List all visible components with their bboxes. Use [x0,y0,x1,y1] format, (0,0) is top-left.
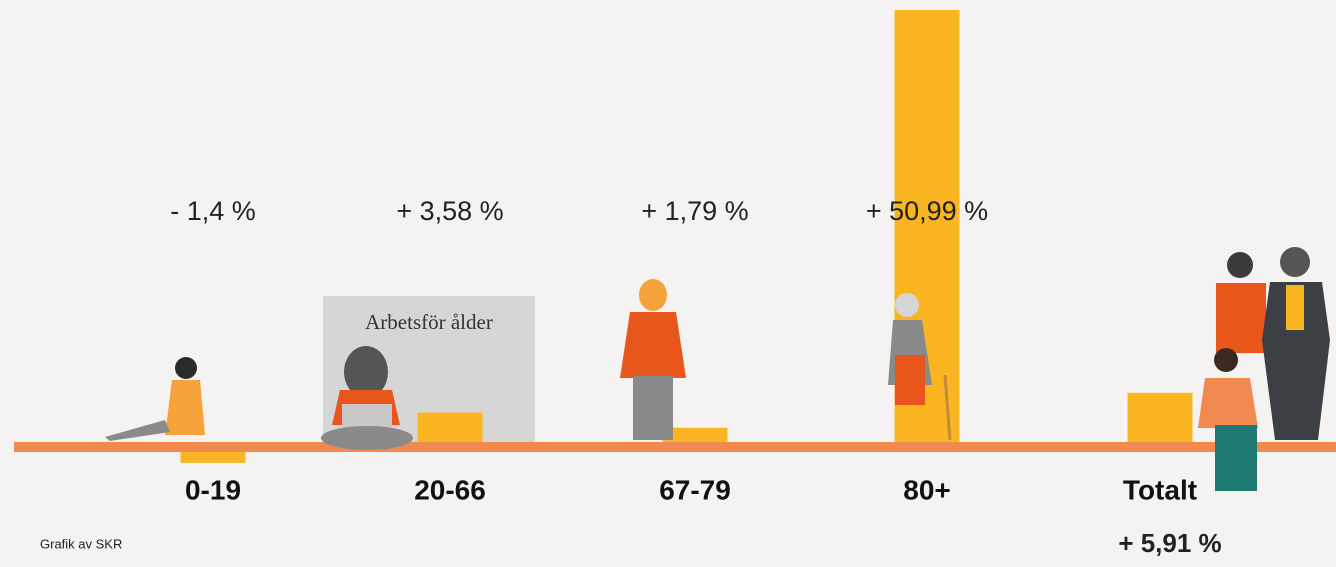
figure [344,346,388,398]
bar [180,451,246,463]
credit: Grafik av SKR [40,536,122,551]
figure [165,380,205,435]
baseline [14,442,1336,452]
bar [662,427,728,443]
figure [1215,425,1257,491]
value-label: + 3,58 % [396,196,503,226]
figure [1262,282,1330,440]
figure [105,420,170,441]
illustrations [105,247,1330,491]
bar [1127,392,1193,443]
figure [1280,247,1310,277]
figure [1198,378,1258,428]
x-tick-label: 0-19 [185,474,241,505]
figure [1227,252,1253,278]
x-tick-label: 67-79 [659,474,731,505]
figure [1216,283,1266,353]
figure [943,374,952,441]
value-label: + 50,99 % [866,196,988,226]
figure [633,376,673,440]
figure [1286,285,1304,330]
value-label: - 1,4 % [170,196,256,226]
bar [417,412,483,443]
x-tick-label: 80+ [903,474,951,505]
value-label: + 5,91 % [1118,528,1221,558]
value-label: + 1,79 % [641,196,748,226]
figure [620,312,686,378]
x-tick-label: Totalt [1123,474,1197,505]
figure [1214,348,1238,372]
figure [175,357,197,379]
annotation: Arbetsför ålder [365,310,493,334]
figure [639,279,667,311]
figure [321,426,413,450]
figure [895,293,919,317]
x-tick-label: 20-66 [414,474,486,505]
figure [895,355,925,405]
